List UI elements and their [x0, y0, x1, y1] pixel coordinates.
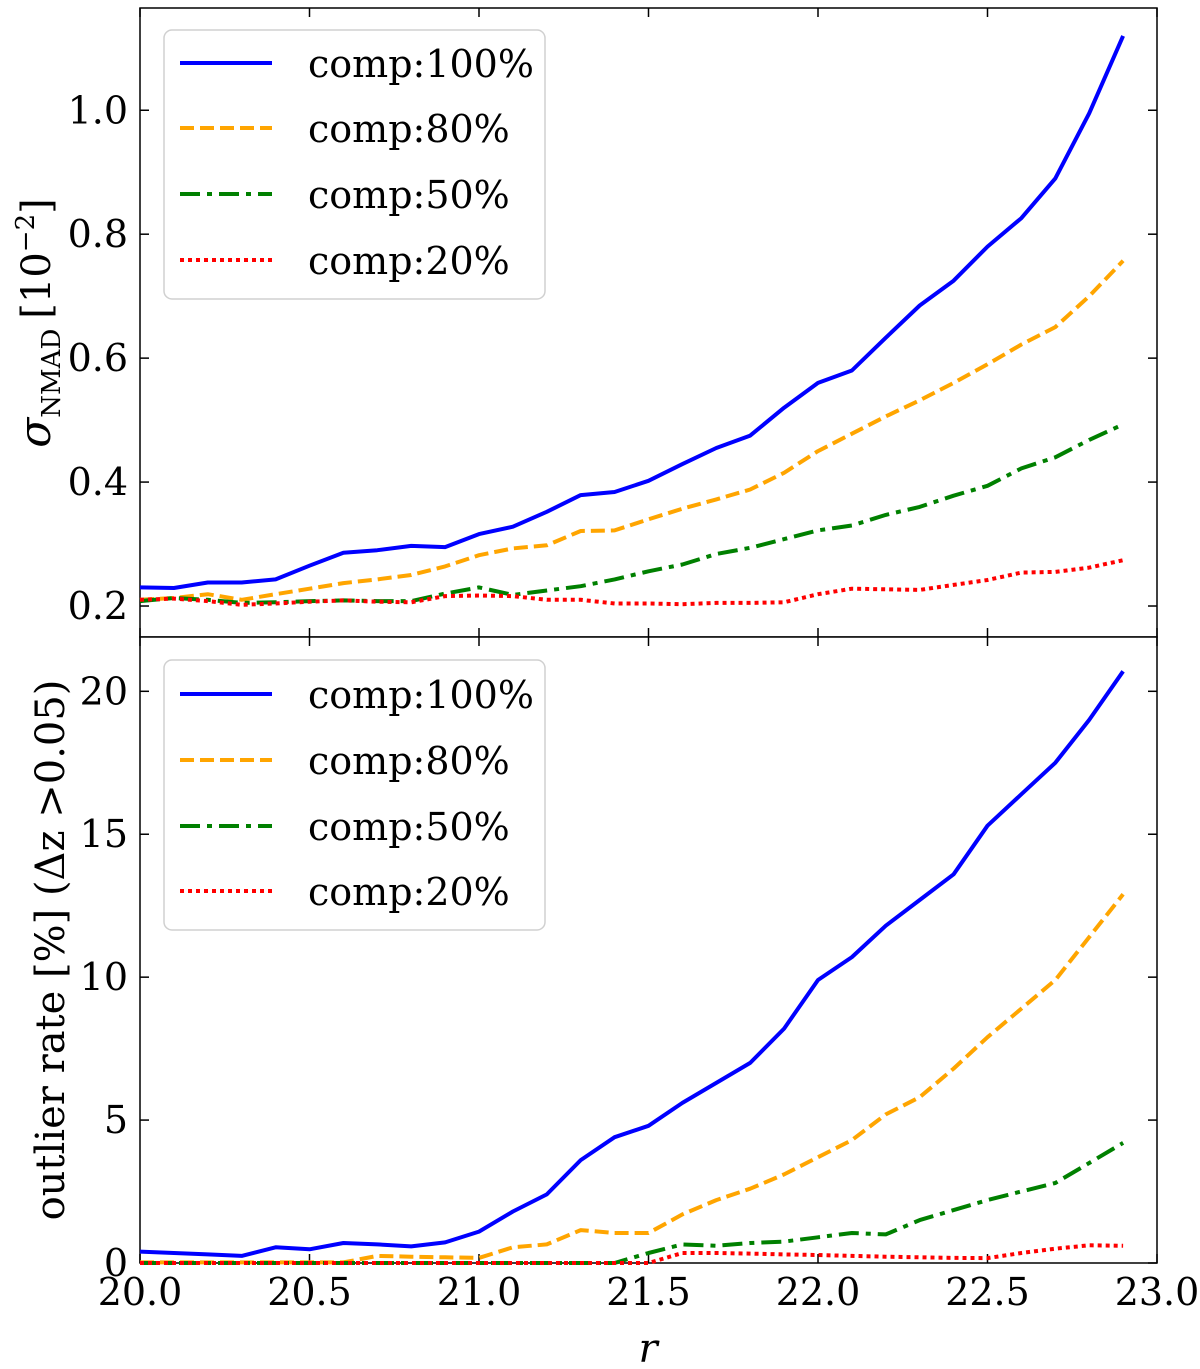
- top-legend-entry-80: comp:80%: [180, 107, 510, 151]
- top-series-line-2: [139, 422, 1124, 605]
- top-ylabel-nmad: NMAD: [37, 329, 67, 418]
- bottom-series-lines: [139, 670, 1125, 1265]
- top-y-axis-label: σNMAD [10−2]: [10, 198, 67, 448]
- bottom-legend-entry-80: comp:80%: [180, 739, 510, 783]
- top-ytick-label: 0.2: [68, 584, 128, 628]
- top-legend-entry-100: comp:100%: [180, 42, 534, 86]
- bottom-legend-entry-100: comp:100%: [180, 673, 534, 717]
- top-ylabel-exp: −2: [11, 214, 41, 252]
- bottom-legend-entry-20: comp:20%: [180, 870, 510, 914]
- bottom-ytick-label: 15: [80, 812, 128, 856]
- bottom-y-axis-label: outlier rate [%] (Δz >0.05): [28, 680, 74, 1221]
- xtick-label: 20.0: [98, 1270, 183, 1314]
- top-ytick-label: 0.6: [68, 336, 128, 380]
- bottom-ticks: 20.0 20.5 21.0 21.5 22.0 22.5 23.0 0 5 10 15 20: [80, 637, 1200, 1314]
- top-legend: comp:100% comp:80% comp:50% comp:20%: [163, 29, 546, 300]
- top-ylabel-sigma: σ: [10, 416, 61, 448]
- bottom-series-line-3: [140, 1243, 1124, 1265]
- bottom-legend-box: [163, 659, 546, 931]
- top-legend-label-80: comp:80%: [308, 107, 510, 151]
- bottom-series-line-0: [139, 670, 1125, 1258]
- top-series-lines: [139, 35, 1125, 607]
- top-series-line-0: [139, 35, 1125, 590]
- top-legend-label-50: comp:50%: [308, 173, 510, 217]
- top-legend-entry-50: comp:50%: [180, 173, 510, 217]
- xtick-label: 21.0: [437, 1270, 522, 1314]
- top-legend-entry-20: comp:20%: [180, 239, 510, 283]
- top-ticks: 0.2 0.4 0.6 0.8 1.0: [68, 8, 1158, 637]
- top-ytick-label: 0.4: [68, 460, 128, 504]
- top-series-line-1: [139, 259, 1125, 602]
- bottom-ytick-label: 10: [80, 955, 128, 999]
- svg-text:σNMAD[10−2]: σNMAD [10−2]: [10, 198, 67, 448]
- bottom-legend-label-80: comp:80%: [308, 739, 510, 783]
- bottom-ylabel: outlier rate [%] (Δz >0.05): [28, 680, 74, 1221]
- sigma-nmad-panel: 0.2 0.4 0.6 0.8 1.0 σNMAD [10−2] comp:100% co…: [10, 7, 1158, 638]
- xtick-label: 22.5: [945, 1270, 1030, 1314]
- xtick-label: 20.5: [267, 1270, 352, 1314]
- bottom-ytick-label: 0: [104, 1241, 128, 1285]
- bottom-legend-label-100: comp:100%: [308, 673, 534, 717]
- bottom-ytick-label: 20: [80, 669, 128, 713]
- bottom-legend-label-20: comp:20%: [308, 870, 510, 914]
- top-ylabel-close: ]: [14, 198, 60, 214]
- top-ytick-label: 0.8: [68, 212, 128, 256]
- top-legend-label-100: comp:100%: [308, 42, 534, 86]
- bottom-legend: comp:100% comp:80% comp:50% comp:20%: [163, 659, 546, 931]
- x-axis-label: r: [638, 1326, 660, 1369]
- top-legend-box: [163, 29, 546, 300]
- bottom-ytick-label: 5: [104, 1098, 128, 1142]
- top-ytick-label: 1.0: [68, 88, 128, 132]
- outlier-rate-panel: 20.0 20.5 21.0 21.5 22.0 22.5 23.0 0 5 10 15 20 out…: [28, 636, 1200, 1369]
- top-ylabel-bracket: [10: [14, 252, 60, 319]
- xtick-label: 21.5: [606, 1270, 691, 1314]
- bottom-legend-label-50: comp:50%: [308, 805, 510, 849]
- top-legend-label-20: comp:20%: [308, 239, 510, 283]
- xtick-label: 23.0: [1115, 1270, 1200, 1314]
- bottom-legend-entry-50: comp:50%: [180, 805, 510, 849]
- xtick-label: 22.0: [776, 1270, 861, 1314]
